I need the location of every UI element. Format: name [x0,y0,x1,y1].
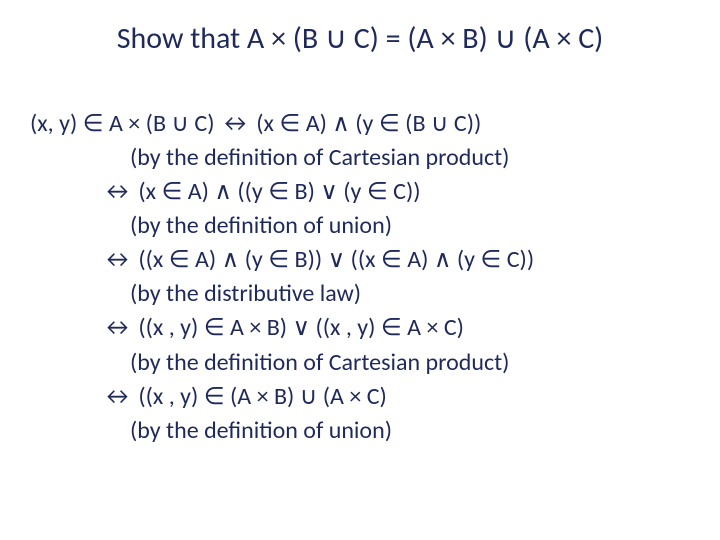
proof-line-1: (x, y) ∈ A × (B ∪ C) ↔ (x ∈ A) ∧ (y ∈ (B… [30,107,690,141]
proof-reason-3: (by the distributive law) [30,277,690,311]
proof-body: (x, y) ∈ A × (B ∪ C) ↔ (x ∈ A) ∧ (y ∈ (B… [30,107,690,448]
proof-reason-5: (by the definition of union) [30,414,690,448]
proof-step-3: ↔ ((x ∈ A) ∧ (y ∈ B)) ∨ ((x ∈ A) ∧ (y ∈ … [30,243,690,277]
proof-step-4: ↔ ((x , y) ∈ A × B) ∨ ((x , y) ∈ A × C) [30,311,690,345]
proof-step-2: ↔ (x ∈ A) ∧ ((y ∈ B) ∨ (y ∈ C)) [30,175,690,209]
proof-reason-4: (by the definition of Cartesian product) [30,346,690,380]
slide-title: Show that A × (B ∪ C) = (A × B) ∪ (A × C… [30,20,690,57]
proof-step-5: ↔ ((x , y) ∈ (A × B) ∪ (A × C) [30,380,690,414]
proof-reason-2: (by the definition of union) [30,209,690,243]
slide-container: Show that A × (B ∪ C) = (A × B) ∪ (A × C… [0,0,720,540]
proof-reason-1: (by the definition of Cartesian product) [30,141,690,175]
